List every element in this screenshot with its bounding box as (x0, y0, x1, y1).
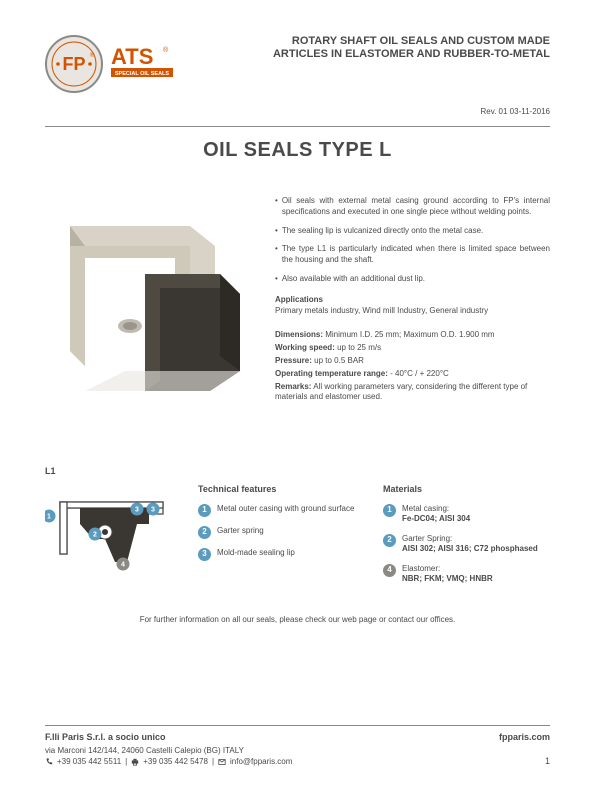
bullet-item: Oil seals with external metal casing gro… (275, 196, 550, 218)
product-section: Oil seals with external metal casing gro… (45, 196, 550, 406)
svg-text:®: ® (163, 46, 169, 54)
product-image (45, 196, 255, 406)
spec-line: Operating temperature range: - 40°C / + … (275, 369, 550, 380)
description: Oil seals with external metal casing gro… (275, 196, 550, 403)
contacts: +39 035 442 5511 | +39 035 442 5478 | in… (45, 757, 550, 766)
footer-note: For further information on all our seals… (45, 615, 550, 624)
header-title-line1: ROTARY SHAFT OIL SEALS AND CUSTOM MADE (273, 35, 550, 48)
cross-section-diagram: 1 2 3 3 4 (45, 484, 180, 579)
material-text: Garter Spring:AISI 302; AISI 316; C72 ph… (402, 534, 538, 555)
technical-features: Technical features 1 Metal outer casing w… (198, 484, 365, 570)
material-row: 1 Metal casing:Fe-DC04; AISI 304 (383, 504, 550, 525)
phone-icon (45, 758, 53, 766)
applications-text: Primary metals industry, Wind mill Indus… (275, 306, 550, 317)
email: info@fpparis.com (230, 757, 292, 766)
fp-logo: FP ® (45, 35, 103, 93)
svg-text:®: ® (90, 52, 95, 59)
main-title: OIL SEALS TYPE L (45, 139, 550, 162)
feature-number-badge: 1 (198, 504, 211, 517)
specs-block: Dimensions: Minimum I.D. 25 mm; Maximum … (275, 330, 550, 403)
bullet-item: The type L1 is particularly indicated wh… (275, 244, 550, 266)
svg-text:FP: FP (62, 54, 85, 74)
footer: F.lli Paris S.r.l. a socio unico fpparis… (45, 725, 550, 766)
spec-line: Pressure: up to 0.5 BAR (275, 356, 550, 367)
feature-number-badge: 3 (198, 548, 211, 561)
material-row: 4 Elastomer:NBR; FKM; VMQ; HNBR (383, 564, 550, 585)
svg-text:3: 3 (135, 507, 139, 514)
company-name: F.lli Paris S.r.l. a socio unico (45, 732, 166, 742)
svg-text:ATS: ATS (111, 44, 153, 69)
applications-heading: Applications (275, 295, 550, 306)
bullet-item: Also available with an additional dust l… (275, 274, 550, 285)
feature-text: Garter spring (217, 526, 264, 536)
page-number: 1 (545, 756, 550, 766)
revision-text: Rev. 01 03-11-2016 (45, 107, 550, 116)
spec-line: Working speed: up to 25 m/s (275, 343, 550, 354)
material-number-badge: 4 (383, 564, 396, 577)
feature-row: 1 Metal outer casing with ground surface (198, 504, 365, 517)
logos: FP ® ATS ® SPECIAL OIL SEALS (45, 35, 189, 93)
fax: +39 035 442 5478 (143, 757, 208, 766)
header-title-line2: ARTICLES IN ELASTOMER AND RUBBER-TO-META… (273, 48, 550, 61)
header-title: ROTARY SHAFT OIL SEALS AND CUSTOM MADE A… (273, 35, 550, 61)
svg-text:1: 1 (47, 514, 51, 521)
material-number-badge: 2 (383, 534, 396, 547)
feature-text: Metal outer casing with ground surface (217, 504, 354, 514)
tech-features-heading: Technical features (198, 484, 365, 494)
materials: Materials 1 Metal casing:Fe-DC04; AISI 30… (383, 484, 550, 593)
material-number-badge: 1 (383, 504, 396, 517)
mail-icon (218, 758, 226, 766)
feature-row: 2 Garter spring (198, 526, 365, 539)
material-text: Elastomer:NBR; FKM; VMQ; HNBR (402, 564, 493, 585)
variant-section: 1 2 3 3 4 Technical features 1 Metal outer ca… (45, 484, 550, 593)
materials-heading: Materials (383, 484, 550, 494)
divider (45, 126, 550, 127)
feature-text: Mold-made sealing lip (217, 548, 295, 558)
svg-text:2: 2 (93, 532, 97, 539)
variant-label: L1 (45, 466, 550, 476)
svg-text:4: 4 (121, 562, 125, 569)
material-row: 2 Garter Spring:AISI 302; AISI 316; C72 p… (383, 534, 550, 555)
ats-logo: ATS ® SPECIAL OIL SEALS (111, 42, 189, 86)
header: FP ® ATS ® SPECIAL OIL SEALS ROTARY SHAF… (45, 35, 550, 93)
svg-text:3: 3 (151, 507, 155, 514)
spec-line: Remarks: All working parameters vary, co… (275, 382, 550, 404)
feature-row: 3 Mold-made sealing lip (198, 548, 365, 561)
website: fpparis.com (499, 732, 550, 742)
spec-line: Dimensions: Minimum I.D. 25 mm; Maximum … (275, 330, 550, 341)
print-icon (131, 758, 139, 766)
feature-number-badge: 2 (198, 526, 211, 539)
bullet-item: The sealing lip is vulcanized directly o… (275, 226, 550, 237)
footer-divider (45, 725, 550, 726)
address: via Marconi 142/144, 24060 Castelli Cale… (45, 746, 550, 755)
material-text: Metal casing:Fe-DC04; AISI 304 (402, 504, 470, 525)
svg-text:SPECIAL OIL SEALS: SPECIAL OIL SEALS (115, 71, 170, 77)
phone: +39 035 442 5511 (57, 757, 121, 766)
